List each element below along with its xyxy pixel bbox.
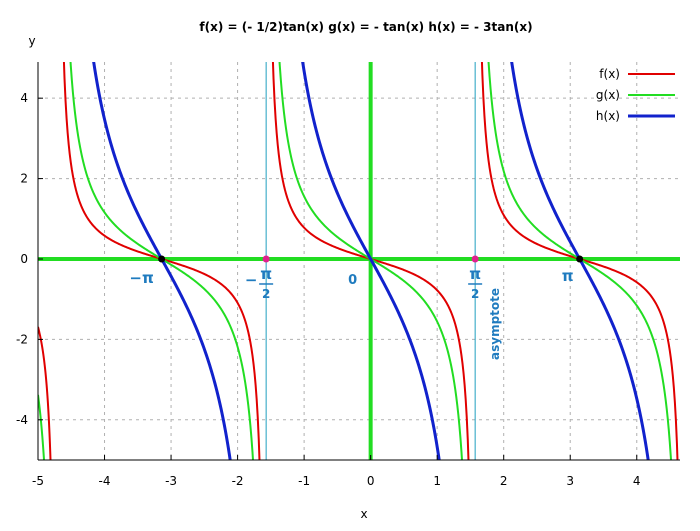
x-tick-label: 0 [367,474,375,488]
annotation-neg-half-pi-den: 2 [262,287,270,301]
annotation-half-pi-num: π [469,265,481,283]
annotation-zero: 0 [348,273,357,288]
x-tick-label: 2 [500,474,508,488]
x-tick-label: -3 [165,474,177,488]
x-tick-label: 4 [633,474,641,488]
y-tick-label: -4 [16,413,28,427]
annotation-pi: π [562,267,574,285]
x-axis-label: x [360,507,367,521]
marked-point [471,255,479,263]
annotation-neg-half-pi-num: π [260,265,272,283]
y-tick-label: -2 [16,332,28,346]
x-tick-label: 3 [566,474,574,488]
series-line-gx [38,394,46,460]
annotation-neg-half-pi-sign: − [245,271,258,289]
y-axis-label: y [28,34,35,48]
legend-label: g(x) [596,88,620,102]
chart-title: f(x) = (- 1/2)tan(x) g(x) = - tan(x) h(x… [199,20,532,34]
x-tick-label: -5 [32,474,44,488]
annotation-asymptote: asymptote [488,288,502,360]
marked-point [576,255,584,263]
y-tick-label: 2 [20,172,28,186]
series-line-fx [38,326,52,460]
x-tick-label: -2 [232,474,244,488]
marked-point [262,255,270,263]
series-group [38,62,679,460]
series-line-hx [301,62,441,460]
x-tick-label: -1 [298,474,310,488]
legend-label: h(x) [596,109,620,123]
series-line-hx [510,62,650,460]
legend-label: f(x) [599,67,620,81]
y-tick-label: 4 [20,91,28,105]
y-tick-label: 0 [20,252,28,266]
annotation-neg-pi: −π [129,269,153,287]
annotation-half-pi-den: 2 [471,287,479,301]
x-tick-label: 1 [433,474,441,488]
marked-point [158,255,166,263]
x-tick-label: -4 [99,474,111,488]
